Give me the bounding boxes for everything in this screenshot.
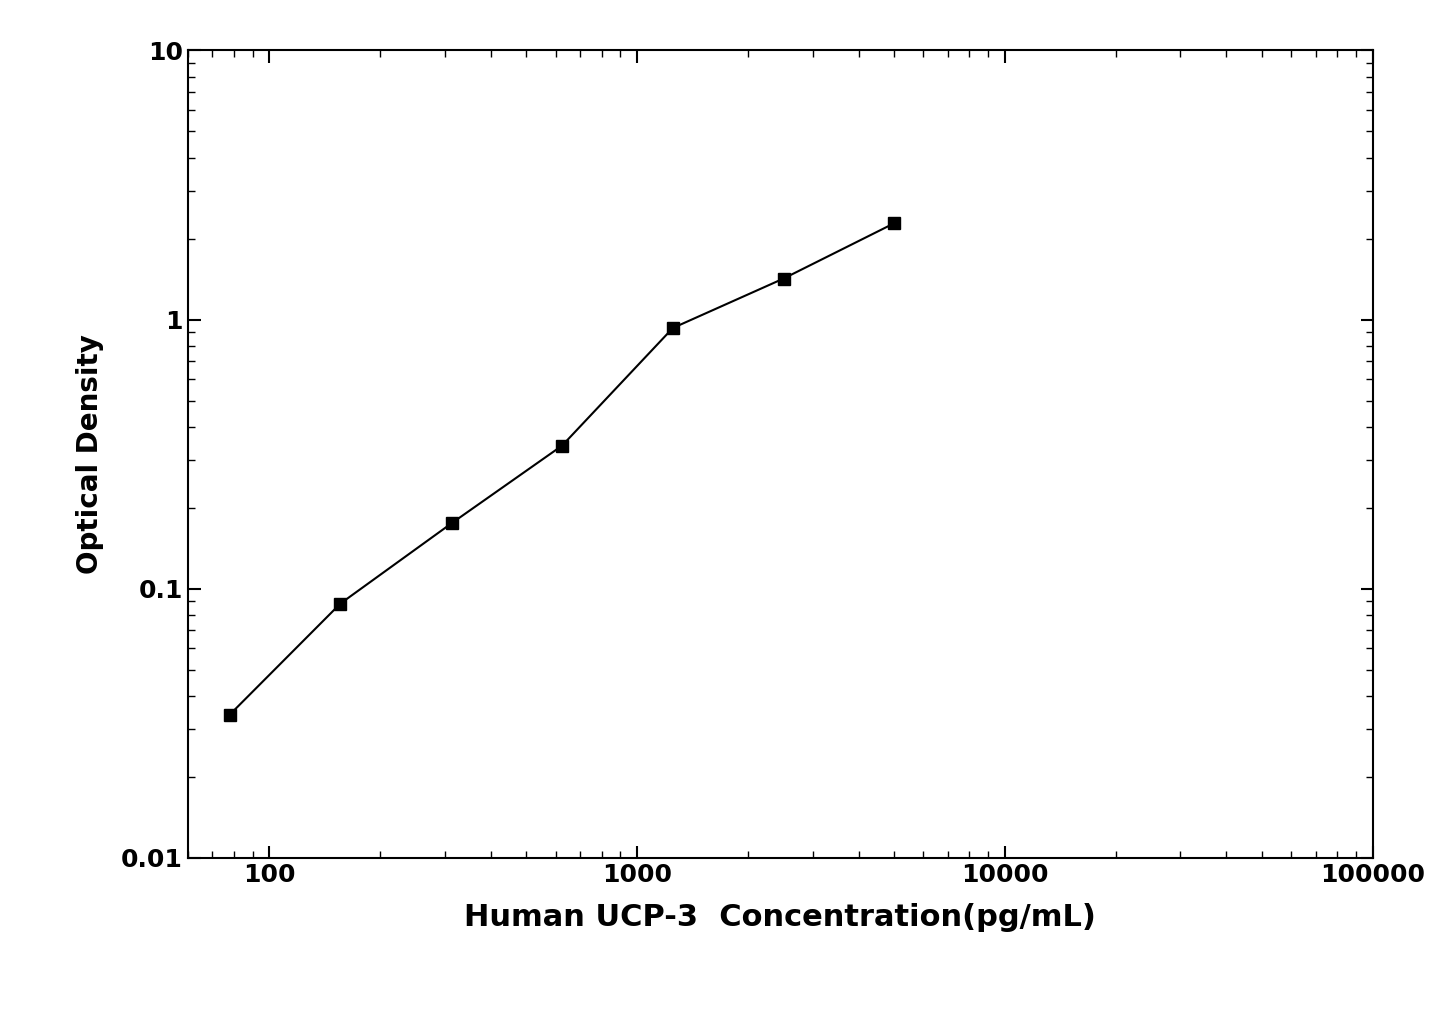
- Y-axis label: Optical Density: Optical Density: [77, 334, 104, 574]
- X-axis label: Human UCP-3  Concentration(pg/mL): Human UCP-3 Concentration(pg/mL): [464, 903, 1097, 932]
